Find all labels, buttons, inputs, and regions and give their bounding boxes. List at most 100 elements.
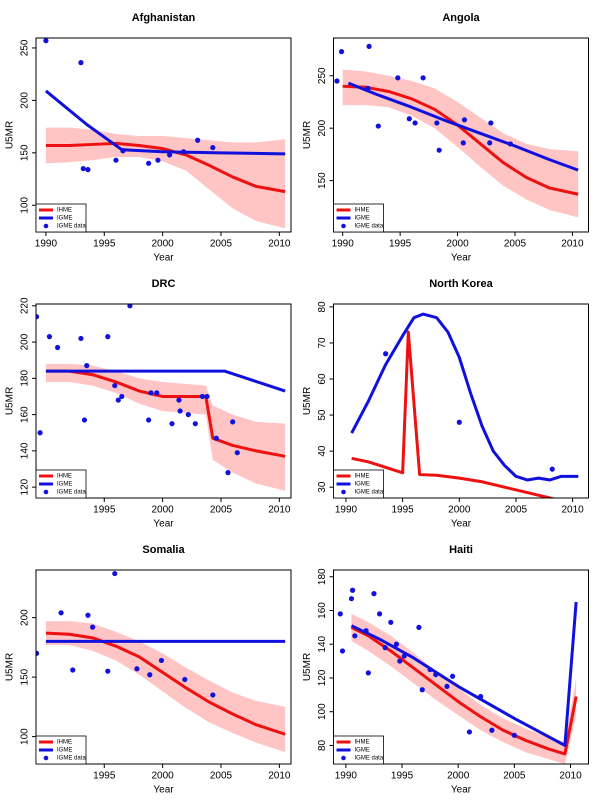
legend-label: IHME bbox=[355, 740, 370, 746]
data-point bbox=[365, 85, 371, 91]
y-tick-label: 180 bbox=[317, 568, 328, 585]
series-line bbox=[45, 369, 286, 393]
data-point bbox=[181, 149, 187, 155]
data-point bbox=[401, 653, 407, 659]
x-tick-label: 2000 bbox=[151, 505, 174, 516]
data-point bbox=[433, 671, 439, 678]
panel: Somalia Year U5MR 1995 2000 2005 2010 100 150 200… bbox=[5, 544, 292, 796]
data-point bbox=[182, 676, 188, 683]
data-point bbox=[210, 692, 216, 698]
panel: North Korea Year U5MR 1990 1995 2000 2005 2010 3… bbox=[302, 278, 589, 530]
series-line bbox=[347, 81, 579, 172]
x-axis-label: Year bbox=[451, 785, 472, 796]
data-point bbox=[337, 611, 343, 617]
data-point bbox=[449, 673, 456, 679]
data-point bbox=[192, 421, 198, 427]
y-tick-label: 160 bbox=[20, 406, 31, 423]
y-tick-label: 140 bbox=[317, 635, 328, 652]
data-point bbox=[371, 591, 377, 597]
legend-label: IGME data bbox=[355, 490, 384, 496]
data-point bbox=[363, 628, 369, 634]
data-point bbox=[412, 120, 418, 126]
legend-label: IGME bbox=[57, 482, 72, 488]
y-tick-label: 120 bbox=[317, 669, 328, 686]
y-tick-label: 200 bbox=[20, 333, 31, 350]
x-tick-label: 2000 bbox=[446, 239, 469, 250]
y-tick-label: 200 bbox=[20, 609, 31, 626]
panel-title: Haiti bbox=[449, 544, 473, 556]
y-tick-label: 150 bbox=[20, 668, 31, 685]
uncertainty-band bbox=[342, 69, 579, 218]
panel-title: Afghanistan bbox=[132, 12, 196, 24]
data-point bbox=[147, 672, 153, 678]
x-tick-label: 1995 bbox=[93, 771, 116, 782]
legend-label: IGME bbox=[355, 748, 370, 754]
data-point bbox=[204, 393, 210, 400]
data-point bbox=[406, 116, 412, 122]
data-point bbox=[489, 727, 495, 733]
y-tick-label: 200 bbox=[20, 92, 31, 109]
x-tick-label: 2010 bbox=[562, 505, 585, 516]
plot-frame bbox=[333, 37, 589, 233]
data-point bbox=[487, 140, 493, 146]
legend-label: IHME bbox=[57, 474, 72, 480]
uncertainty-band bbox=[351, 613, 577, 764]
data-point bbox=[146, 417, 152, 423]
plot-frame bbox=[35, 569, 292, 765]
data-point bbox=[436, 147, 442, 153]
y-tick-label: 180 bbox=[20, 370, 31, 387]
data-point bbox=[36, 314, 40, 320]
x-axis-label: Year bbox=[153, 253, 174, 264]
uncertainty-band bbox=[45, 363, 286, 491]
x-tick-label: 2000 bbox=[151, 771, 174, 782]
panel: Haiti Year U5MR 1990 1995 2000 2005 2010 80 100 12… bbox=[302, 544, 589, 796]
data-point bbox=[230, 419, 236, 425]
series-line bbox=[45, 631, 286, 736]
legend-label: IGME bbox=[57, 748, 72, 754]
data-point bbox=[461, 117, 468, 123]
data-point bbox=[127, 304, 133, 309]
data-point bbox=[393, 641, 400, 647]
legend-marker bbox=[43, 755, 49, 761]
x-axis-label: Year bbox=[451, 519, 472, 530]
data-point bbox=[466, 729, 473, 735]
data-point bbox=[78, 335, 84, 342]
plot-frame bbox=[333, 303, 589, 499]
legend-label: IHME bbox=[57, 740, 72, 746]
data-point bbox=[113, 157, 119, 163]
data-point bbox=[352, 633, 358, 639]
data-point bbox=[427, 666, 433, 673]
y-tick-label: 100 bbox=[20, 728, 31, 745]
data-point bbox=[105, 334, 111, 340]
panel-title: Somalia bbox=[142, 544, 185, 556]
x-axis-label: Year bbox=[451, 253, 472, 264]
data-point bbox=[119, 393, 125, 400]
data-point bbox=[185, 411, 191, 418]
series-line bbox=[45, 141, 286, 194]
panel-title: North Korea bbox=[429, 278, 493, 290]
plot-area bbox=[36, 570, 286, 753]
data-point bbox=[213, 435, 219, 441]
plot-area bbox=[43, 38, 286, 229]
data-point bbox=[511, 732, 517, 738]
uncertainty-band bbox=[45, 621, 286, 753]
y-tick-label: 250 bbox=[317, 67, 328, 84]
plot-frame bbox=[35, 37, 292, 233]
data-point bbox=[115, 397, 121, 403]
data-point bbox=[46, 334, 53, 340]
x-axis-label: Year bbox=[153, 785, 174, 796]
y-tick-label: 50 bbox=[317, 409, 328, 421]
data-point bbox=[84, 363, 90, 369]
data-point bbox=[112, 382, 118, 389]
legend-label: IGME bbox=[57, 216, 72, 222]
data-point bbox=[388, 619, 394, 625]
plot-area bbox=[334, 43, 579, 218]
y-tick-label: 220 bbox=[20, 297, 31, 314]
y-tick-label: 80 bbox=[317, 301, 328, 313]
y-axis-label: U5MR bbox=[5, 653, 16, 681]
y-tick-label: 100 bbox=[317, 703, 328, 720]
data-point bbox=[225, 470, 231, 476]
panel: Afghanistan Year U5MR 1990 1995 2000 2005 2010 1… bbox=[5, 12, 292, 264]
data-point bbox=[444, 683, 450, 690]
data-point bbox=[434, 120, 440, 126]
